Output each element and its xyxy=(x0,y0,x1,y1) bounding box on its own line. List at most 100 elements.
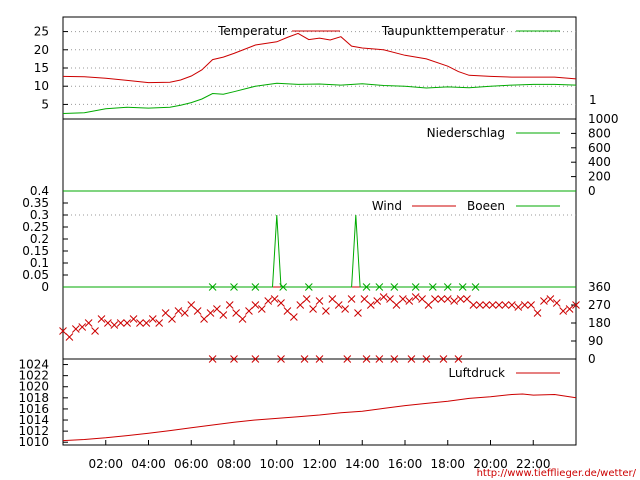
scatter-point xyxy=(142,319,151,327)
y-tick-label: 0.15 xyxy=(22,244,49,258)
scatter-point xyxy=(296,301,305,309)
scatter-point xyxy=(155,319,164,327)
scatter-point xyxy=(251,283,260,291)
scatter-point xyxy=(390,283,399,291)
scatter-point xyxy=(552,299,561,307)
scatter-point xyxy=(407,355,416,363)
scatter-point xyxy=(469,301,478,309)
scatter-point xyxy=(309,305,317,313)
scatter-point xyxy=(251,355,260,363)
x-tick-label: 18:00 xyxy=(430,457,465,471)
scatter-point xyxy=(508,301,516,309)
scatter-point xyxy=(302,295,311,303)
y-tick-label: 1000 xyxy=(588,112,619,126)
footer-url: http://www.tiefflieger.de/wetter/ xyxy=(477,468,637,479)
y-tick-label: 1016 xyxy=(18,402,49,416)
scatter-point xyxy=(362,283,371,291)
scatter-point xyxy=(366,301,375,309)
scatter-point xyxy=(399,295,407,303)
y-tick-label: 0.05 xyxy=(22,268,49,282)
legend-layer xyxy=(292,30,560,374)
scatter-point xyxy=(104,319,112,327)
scatter-point xyxy=(225,301,234,309)
scatter-point xyxy=(219,311,228,319)
scatter-point xyxy=(206,309,215,317)
scatter-point xyxy=(245,307,253,315)
scatter-point xyxy=(174,307,183,315)
scatter-point xyxy=(213,305,221,313)
y-tick-label: 1010 xyxy=(18,435,49,449)
scatter-point xyxy=(405,297,414,305)
series-line xyxy=(62,393,577,442)
y-tick-label: 10 xyxy=(34,79,49,93)
series-layer xyxy=(59,32,580,442)
scatter-point xyxy=(437,295,446,303)
y-tick-label: 5 xyxy=(41,97,49,111)
scatter-point xyxy=(238,315,247,323)
legend-taupunkt-label: Taupunkttemperatur xyxy=(381,24,505,38)
scatter-point xyxy=(251,301,260,309)
y-tick-label: 90 xyxy=(588,334,603,348)
y-tick-label: 0 xyxy=(588,352,596,366)
scatter-point xyxy=(565,305,574,313)
scatter-point xyxy=(78,323,87,331)
legend-temperatur-label: Temperatur xyxy=(217,24,287,38)
scatter-point xyxy=(322,307,330,315)
scatter-point xyxy=(129,315,138,323)
scatter-point xyxy=(279,283,288,291)
x-tick-label: 06:00 xyxy=(174,457,209,471)
scatter-point xyxy=(546,295,555,303)
scatter-point xyxy=(428,283,437,291)
scatter-point xyxy=(180,309,189,317)
x-tick-label: 14:00 xyxy=(345,457,380,471)
scatter-point xyxy=(91,327,99,335)
scatter-point xyxy=(315,297,324,305)
scatter-point xyxy=(375,283,384,291)
x-tick-label: 02:00 xyxy=(88,457,123,471)
scatter-point xyxy=(230,355,238,363)
scatter-point xyxy=(431,295,439,303)
legend-wind-label: Wind xyxy=(372,199,402,213)
y-tick-label: 15 xyxy=(34,61,49,75)
grid-layer xyxy=(63,31,576,216)
series-line xyxy=(62,32,577,84)
y-tick-label: 20 xyxy=(34,43,49,57)
scatter-point xyxy=(230,283,238,291)
scatter-point xyxy=(71,325,80,333)
scatter-point xyxy=(264,297,273,305)
y-tick-label: 0.3 xyxy=(30,208,49,222)
y-tick-label: 600 xyxy=(588,141,611,155)
scatter-point xyxy=(527,301,535,309)
scatter-point xyxy=(501,301,510,309)
scatter-point xyxy=(123,319,131,327)
scatter-point xyxy=(392,301,401,309)
scatter-point xyxy=(65,333,74,341)
y-tick-label: 1022 xyxy=(18,369,49,383)
scatter-point xyxy=(360,295,369,303)
y-tick-label: 0 xyxy=(588,184,596,198)
y-tick-label: 0.4 xyxy=(30,184,49,198)
y-tick-label: 0.35 xyxy=(22,196,49,210)
scatter-point xyxy=(315,355,324,363)
y-tick-label: 360 xyxy=(588,280,611,294)
scatter-point xyxy=(97,315,106,323)
scatter-point xyxy=(458,283,467,291)
scatter-point xyxy=(200,315,208,323)
scatter-point xyxy=(148,315,157,323)
scatter-point xyxy=(341,305,350,313)
scatter-point xyxy=(110,321,119,329)
y-tick-label: 1012 xyxy=(18,424,49,438)
temperature-right-tick: 1 xyxy=(589,93,597,107)
x-tick-label: 04:00 xyxy=(131,457,166,471)
scatter-point xyxy=(443,283,452,291)
scatter-point xyxy=(283,307,292,315)
scatter-point xyxy=(343,355,352,363)
scatter-point xyxy=(386,295,394,303)
y-tick-label: 0.25 xyxy=(22,220,49,234)
x-tick-label: 16:00 xyxy=(388,457,423,471)
scatter-point xyxy=(514,303,523,311)
y-tick-label: 0.2 xyxy=(30,232,49,246)
scatter-point xyxy=(533,309,542,317)
scatter-point xyxy=(304,283,313,291)
